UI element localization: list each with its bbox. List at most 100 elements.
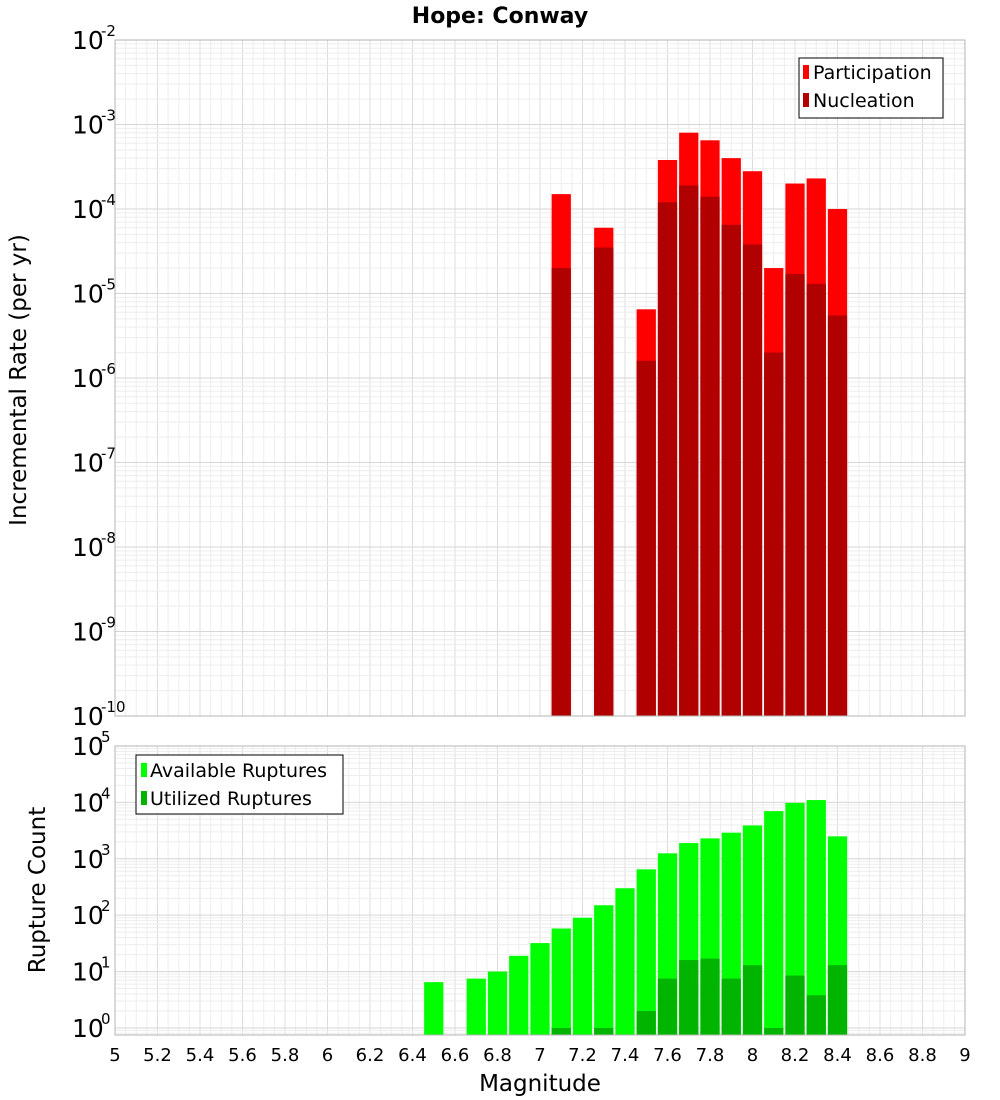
y-tick-exponent: -5 xyxy=(101,276,116,294)
bar-utilized-ruptures xyxy=(679,960,699,1035)
y-tick-label: 10 xyxy=(72,280,104,309)
y-tick-exponent: -3 xyxy=(101,107,116,125)
bar-available-ruptures xyxy=(466,978,486,1035)
x-tick-label: 6 xyxy=(322,1045,333,1066)
bar-available-ruptures xyxy=(551,928,571,1035)
y-tick-label: 10 xyxy=(72,26,104,55)
x-tick-label: 8.8 xyxy=(908,1045,937,1066)
legend-box xyxy=(135,754,344,815)
bar-nucleation xyxy=(742,244,763,716)
chart-title: Hope: Conway xyxy=(412,4,588,29)
y-tick-label: 10 xyxy=(72,111,104,140)
bar-available-ruptures xyxy=(764,811,784,1035)
bar-available-ruptures xyxy=(572,917,593,1035)
y-tick-exponent: -8 xyxy=(101,529,116,547)
y-tick-label: 10 xyxy=(72,533,104,562)
bar-utilized-ruptures xyxy=(551,1027,571,1035)
x-tick-label: 5.2 xyxy=(143,1045,172,1066)
x-tick-label: 7.2 xyxy=(568,1045,597,1066)
bar-nucleation xyxy=(721,224,741,716)
bar-utilized-ruptures xyxy=(594,1027,614,1035)
x-tick-label: 6.6 xyxy=(441,1045,470,1066)
bar-nucleation xyxy=(827,315,848,716)
top-y-axis-label: Incremental Rate (per yr) xyxy=(6,234,32,526)
plot-frame-1 xyxy=(114,745,966,1036)
x-tick-label: 5.6 xyxy=(228,1045,257,1066)
y-tick-label: 10 xyxy=(72,732,104,761)
x-tick-label: 8.4 xyxy=(823,1045,852,1066)
bar-available-ruptures xyxy=(509,955,529,1035)
legend-swatch xyxy=(803,93,809,107)
bar-nucleation xyxy=(785,274,805,716)
x-tick-label: 8 xyxy=(747,1045,758,1066)
legend-label: Nucleation xyxy=(813,90,915,112)
y-tick-label: 10 xyxy=(72,702,104,731)
bar-utilized-ruptures xyxy=(636,1010,656,1035)
legend-label: Participation xyxy=(813,62,932,84)
x-tick-label: 6.2 xyxy=(356,1045,385,1066)
bar-available-ruptures xyxy=(487,971,508,1035)
x-tick-label: 7.8 xyxy=(696,1045,725,1066)
y-tick-label: 10 xyxy=(72,195,104,224)
x-tick-label: 5.8 xyxy=(271,1045,300,1066)
x-tick-label: 9 xyxy=(959,1045,970,1066)
bottom-y-axis-label: Rupture Count xyxy=(25,807,51,973)
bar-available-ruptures xyxy=(806,800,826,1035)
y-tick-exponent: -10 xyxy=(101,698,126,716)
bar-available-ruptures xyxy=(594,905,614,1035)
bar-utilized-ruptures xyxy=(657,978,678,1035)
y-tick-exponent: -4 xyxy=(101,191,116,209)
bar-nucleation xyxy=(764,352,784,716)
bar-utilized-ruptures xyxy=(742,965,763,1035)
y-tick-label: 10 xyxy=(72,845,104,874)
legend-swatch xyxy=(141,791,147,805)
legend-label: Utilized Ruptures xyxy=(150,788,312,810)
y-tick-exponent: -7 xyxy=(101,445,116,463)
y-tick-label: 10 xyxy=(72,1014,104,1043)
y-tick-label: 10 xyxy=(72,618,104,647)
y-tick-exponent: -2 xyxy=(101,22,116,40)
y-tick-exponent: 4 xyxy=(101,784,111,802)
plot-frame-0 xyxy=(114,39,966,717)
bar-utilized-ruptures xyxy=(721,978,741,1035)
bar-available-ruptures xyxy=(530,943,550,1035)
y-tick-exponent: 3 xyxy=(101,841,111,859)
y-tick-exponent: -9 xyxy=(101,614,116,632)
bar-nucleation xyxy=(679,185,699,717)
y-tick-label: 10 xyxy=(72,364,104,393)
y-tick-label: 10 xyxy=(72,958,104,987)
bar-available-ruptures xyxy=(424,982,444,1035)
y-tick-label: 10 xyxy=(72,901,104,930)
x-axis-label: Magnitude xyxy=(479,1071,601,1097)
x-tick-label: 5 xyxy=(109,1045,120,1066)
x-tick-label: 8.2 xyxy=(781,1045,810,1066)
x-tick-label: 6.8 xyxy=(483,1045,512,1066)
bar-available-ruptures xyxy=(615,888,635,1035)
bar-nucleation xyxy=(657,202,678,716)
legend-swatch xyxy=(141,763,147,777)
bar-nucleation xyxy=(594,247,614,716)
x-tick-label: 8.6 xyxy=(866,1045,895,1066)
legend-swatch xyxy=(803,65,809,79)
x-tick-label: 7.4 xyxy=(611,1045,640,1066)
legend-label: Available Ruptures xyxy=(150,760,327,782)
bar-utilized-ruptures xyxy=(785,975,805,1035)
bar-nucleation xyxy=(700,196,720,717)
bar-utilized-ruptures xyxy=(700,958,720,1035)
y-tick-label: 10 xyxy=(72,788,104,817)
x-tick-label: 7.6 xyxy=(653,1045,682,1066)
bar-available-ruptures xyxy=(636,869,656,1035)
y-tick-label: 10 xyxy=(72,449,104,478)
bar-utilized-ruptures xyxy=(764,1027,784,1035)
x-tick-label: 7 xyxy=(534,1045,545,1066)
bar-nucleation xyxy=(636,360,656,716)
y-tick-exponent: 1 xyxy=(101,954,111,972)
x-tick-label: 5.4 xyxy=(186,1045,215,1066)
y-tick-exponent: -6 xyxy=(101,360,116,378)
y-tick-exponent: 2 xyxy=(101,897,111,915)
legend-box xyxy=(798,57,944,119)
x-tick-label: 6.4 xyxy=(398,1045,427,1066)
bar-utilized-ruptures xyxy=(806,995,826,1035)
